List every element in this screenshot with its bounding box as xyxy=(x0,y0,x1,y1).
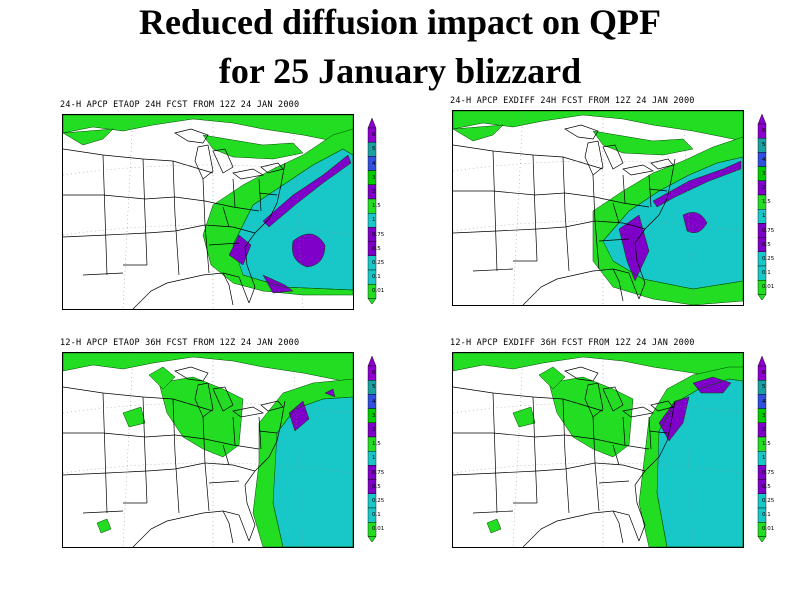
legend-label: 3 xyxy=(372,412,376,419)
legend-label: 2 xyxy=(372,426,376,433)
precipitation-map xyxy=(452,352,744,548)
legend-label: 1.5 xyxy=(762,441,771,448)
precipitation-fill xyxy=(453,353,743,547)
legend-label: 4 xyxy=(372,398,376,405)
legend-label: 0.25 xyxy=(762,497,775,504)
legend-arrow-top xyxy=(757,114,767,125)
color-legend xyxy=(364,118,384,304)
legend-arrow-bottom xyxy=(367,536,377,542)
state-boundaries xyxy=(63,115,353,309)
legend-label: 0.1 xyxy=(372,274,381,281)
map-graphic xyxy=(63,115,353,309)
legend-label: 3 xyxy=(372,174,376,181)
legend-colorbar xyxy=(757,114,767,300)
legend-label: 5 xyxy=(762,384,766,391)
precipitation-fill xyxy=(63,115,353,296)
legend-label: 0.75 xyxy=(372,231,385,238)
legend-label: 1 xyxy=(372,217,376,224)
page-title-line-2: for 25 January blizzard xyxy=(218,51,582,91)
legend-label: 0.75 xyxy=(762,227,775,234)
legend-label: 0.1 xyxy=(762,270,771,277)
legend-arrow-top xyxy=(367,356,377,367)
legend-label: 0.01 xyxy=(762,284,775,291)
panel-title: 24-H APCP ETAOP 24H FCST FROM 12Z 24 JAN… xyxy=(60,100,300,110)
precipitation-map xyxy=(62,352,354,548)
legend-label: 4 xyxy=(372,160,376,167)
legend-label: 0.01 xyxy=(372,526,385,533)
legend-label: 2 xyxy=(762,184,766,191)
legend-arrow-bottom xyxy=(757,294,767,300)
precipitation-fill xyxy=(453,111,743,305)
legend-label: 0.25 xyxy=(762,255,775,262)
legend-label: 0.5 xyxy=(372,483,381,490)
legend-label: 6 xyxy=(372,132,376,139)
legend-colorbar xyxy=(367,118,377,304)
panel-title: 12-H APCP EXDIFF 36H FCST FROM 12Z 24 JA… xyxy=(450,338,695,348)
legend-label: 1 xyxy=(372,455,376,462)
map-graphic xyxy=(453,353,743,547)
legend-label: 6 xyxy=(762,128,766,135)
legend-arrow-top xyxy=(367,118,377,129)
precipitation-map xyxy=(452,110,744,306)
legend-label: 5 xyxy=(372,146,376,153)
state-boundaries xyxy=(63,353,353,547)
legend-label: 5 xyxy=(372,384,376,391)
legend-label: 0.01 xyxy=(372,288,385,295)
legend-label: 1 xyxy=(762,213,766,220)
state-boundaries xyxy=(453,111,743,305)
legend-label: 1.5 xyxy=(372,203,381,210)
legend-label: 0.25 xyxy=(372,497,385,504)
legend-label: 0.5 xyxy=(762,483,771,490)
map-graphic xyxy=(453,111,743,305)
legend-label: 1 xyxy=(762,455,766,462)
legend-label: 0.75 xyxy=(372,469,385,476)
legend-label: 0.5 xyxy=(372,245,381,252)
map-panel-12h-exdiff: 12-H APCP EXDIFF 36H FCST FROM 12Z 24 JA… xyxy=(450,338,774,548)
color-legend xyxy=(754,114,774,300)
precipitation-map xyxy=(62,114,354,310)
legend-label: 6 xyxy=(762,370,766,377)
legend-label: 1.5 xyxy=(762,199,771,206)
map-panel-24h-etaop: 24-H APCP ETAOP 24H FCST FROM 12Z 24 JAN… xyxy=(60,100,384,310)
map-panel-12h-etaop: 12-H APCP ETAOP 36H FCST FROM 12Z 24 JAN… xyxy=(60,338,384,548)
color-legend xyxy=(754,356,774,542)
legend-label: 6 xyxy=(372,370,376,377)
precipitation-fill xyxy=(63,353,353,547)
legend-label: 0.1 xyxy=(762,512,771,519)
legend-label: 3 xyxy=(762,170,766,177)
panel-title: 12-H APCP ETAOP 36H FCST FROM 12Z 24 JAN… xyxy=(60,338,300,348)
legend-arrow-top xyxy=(757,356,767,367)
state-boundaries xyxy=(453,353,743,547)
legend-label: 1.5 xyxy=(372,441,381,448)
legend-label: 3 xyxy=(762,412,766,419)
legend-label: 2 xyxy=(372,188,376,195)
legend-label: 0.25 xyxy=(372,259,385,266)
legend-label: 5 xyxy=(762,142,766,149)
page-title-line-1: Reduced diffusion impact on QPF xyxy=(138,2,662,42)
panel-title: 24-H APCP EXDIFF 24H FCST FROM 12Z 24 JA… xyxy=(450,96,695,106)
legend-arrow-bottom xyxy=(367,298,377,304)
legend-label: 2 xyxy=(762,426,766,433)
legend-colorbar xyxy=(757,356,767,542)
legend-label: 0.5 xyxy=(762,241,771,248)
legend-colorbar xyxy=(367,356,377,542)
legend-arrow-bottom xyxy=(757,536,767,542)
color-legend xyxy=(364,356,384,542)
map-panel-24h-exdiff: 24-H APCP EXDIFF 24H FCST FROM 12Z 24 JA… xyxy=(450,96,774,306)
map-graphic xyxy=(63,353,353,547)
legend-label: 0.1 xyxy=(372,512,381,519)
legend-label: 0.75 xyxy=(762,469,775,476)
legend-label: 4 xyxy=(762,398,766,405)
legend-label: 4 xyxy=(762,156,766,163)
legend-label: 0.01 xyxy=(762,526,775,533)
